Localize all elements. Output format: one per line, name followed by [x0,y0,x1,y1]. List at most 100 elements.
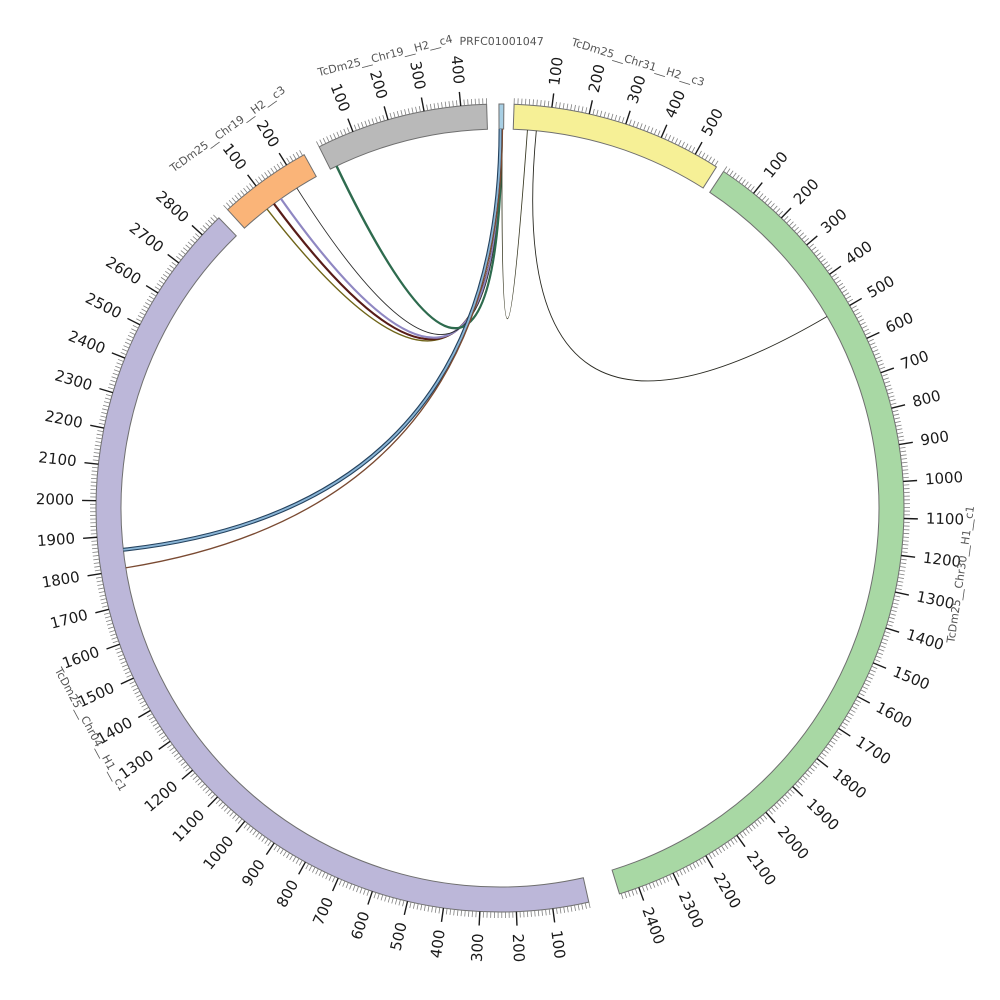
minor-tick [856,315,863,319]
minor-tick [195,233,201,238]
minor-tick [279,161,284,168]
major-tick [638,887,645,901]
minor-tick [343,128,347,135]
minor-tick [900,450,907,453]
minor-tick [634,888,638,895]
minor-tick [895,588,902,591]
minor-tick [898,573,905,576]
minor-tick [689,864,693,871]
minor-tick [94,448,101,451]
minor-tick [692,862,697,869]
major-tick [127,317,141,326]
minor-tick [342,880,346,887]
minor-tick [629,119,632,126]
minor-tick [789,788,795,794]
minor-tick [699,859,703,865]
minor-tick [261,836,266,842]
minor-tick [160,734,167,739]
minor-tick [404,109,407,116]
minor-tick [116,650,123,654]
minor-tick [735,174,740,181]
minor-tick [394,898,398,905]
tick-label: 1200 [922,549,962,571]
minor-tick [146,713,153,718]
minor-tick [685,866,690,872]
minor-tick [289,854,294,861]
minor-tick [93,562,100,564]
minor-tick [897,580,904,583]
minor-tick [756,190,761,197]
minor-tick [818,755,825,760]
minor-tick [708,853,713,860]
minor-tick [91,547,99,550]
major-tick [625,110,631,125]
minor-tick [778,210,784,216]
tick-label: 1900 [36,529,75,550]
minor-tick [846,715,852,720]
minor-tick [844,718,850,723]
minor-tick [101,601,108,605]
minor-tick [311,867,316,873]
minor-tick [231,197,237,203]
tick-label: 900 [919,427,950,449]
minor-tick [895,424,902,427]
minor-tick [429,103,432,110]
minor-tick [103,612,110,615]
major-tick [383,106,389,121]
minor-tick [543,100,546,107]
minor-tick [445,908,448,915]
minor-tick [711,851,716,858]
minor-tick [92,555,99,557]
minor-tick [802,775,808,780]
tick-label: 300 [624,73,650,106]
minor-tick [431,906,433,913]
sector-band-chr04 [95,217,590,913]
minor-tick [105,394,112,397]
minor-tick [570,905,573,912]
minor-tick [387,896,391,903]
tick-label: 500 [387,921,411,953]
minor-tick [868,672,875,676]
minor-tick [688,145,692,151]
minor-tick [389,112,392,119]
minor-tick [200,783,206,789]
minor-tick [901,547,909,550]
minor-tick [892,602,899,605]
minor-tick [559,907,562,914]
minor-tick [106,623,113,626]
minor-tick [132,325,139,329]
minor-tick [123,667,130,671]
minor-tick [664,133,668,140]
sector-band-chr31 [512,103,718,189]
major-tick [235,820,246,833]
minor-tick [657,130,661,137]
minor-tick [695,861,700,867]
tick-label: 1700 [48,606,89,633]
minor-tick [648,883,652,890]
minor-tick [899,566,906,568]
link-curve-2 [280,128,503,339]
minor-tick [901,465,908,468]
minor-tick [818,255,824,260]
minor-tick [402,900,405,907]
tick-label: 1900 [803,795,843,834]
minor-tick [534,910,536,917]
minor-tick [243,823,248,829]
minor-tick [295,151,300,158]
minor-tick [270,167,275,174]
major-tick [903,479,918,483]
minor-tick [632,120,636,127]
minor-tick [804,772,810,778]
minor-tick [169,746,175,752]
minor-tick [150,719,157,724]
minor-tick [202,225,208,230]
major-tick [872,662,887,669]
minor-tick [770,203,775,209]
minor-tick [841,289,848,294]
minor-tick [129,681,136,685]
minor-tick [346,127,350,134]
minor-tick [407,108,410,115]
minor-tick [555,101,557,108]
minor-tick [556,907,558,915]
minor-tick [884,381,891,384]
